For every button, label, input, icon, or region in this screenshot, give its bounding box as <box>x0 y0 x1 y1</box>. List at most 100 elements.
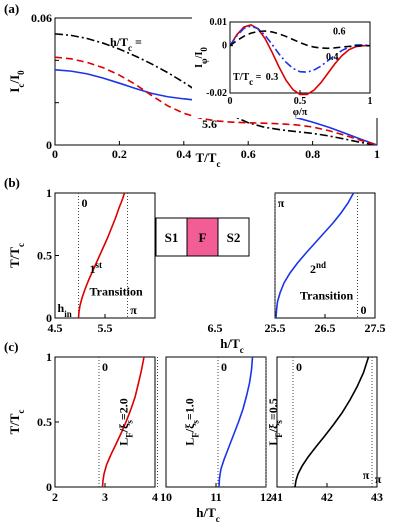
x-axis-label: h/Tc <box>196 505 220 524</box>
inset-series-line <box>229 23 370 96</box>
text-part: h <box>58 301 65 315</box>
text-part: T/T <box>7 413 22 434</box>
legend-title: h/Tc = <box>110 35 142 53</box>
text-part: c <box>249 77 253 87</box>
inset-series-line <box>229 25 371 73</box>
text-part: /I <box>7 75 22 85</box>
series-line <box>54 56 378 146</box>
vline-label: 0 <box>82 196 88 210</box>
x-tick-label: 42 <box>321 490 333 504</box>
text-part: F <box>191 432 201 438</box>
ratio-label: LF/ξs=0.5 <box>266 398 284 446</box>
x-tick-label: 26.5 <box>315 321 336 335</box>
y-tick-label: 1 <box>46 186 52 200</box>
vline-label: π <box>130 303 137 317</box>
text-part: = <box>132 35 142 49</box>
transition-annotation: Transition <box>90 285 143 299</box>
y-tick-label: 0 <box>46 311 52 325</box>
text-part: c <box>216 514 220 524</box>
y-axis-label: Ic/I0 <box>7 70 26 93</box>
text-part: L <box>266 438 280 446</box>
text-part: L <box>117 438 131 446</box>
x-tick-label: 0.4 <box>176 147 191 161</box>
text-part: /I <box>194 52 205 60</box>
inset-y-tick-label: -0.02 <box>206 88 227 99</box>
text-part: Transition <box>300 288 353 302</box>
panel-a: (a)00.20.40.60.8100.06T/TcIc/I05.15.35.6… <box>4 1 380 169</box>
inset-series-line <box>229 30 370 50</box>
text-part: nd <box>316 260 326 270</box>
text-part: c <box>16 410 26 414</box>
transition-line <box>275 192 355 319</box>
inset-series-label: 0.6 <box>333 26 346 37</box>
x-axis-label: h/Tc <box>220 336 244 355</box>
series-label: 5.6 <box>202 117 217 131</box>
transition-annotation: hin <box>58 301 72 319</box>
text-part: I <box>7 88 22 93</box>
junction-block <box>155 217 188 257</box>
inset-x-tick-label: 1 <box>368 96 373 107</box>
text-part: F <box>125 432 135 438</box>
y-axis-label: T/Tc <box>7 243 26 268</box>
x-tick-label: 27.5 <box>365 321 386 335</box>
text-part: h/T <box>110 35 128 49</box>
panel-c-label: (c) <box>4 339 18 354</box>
text-part: φ <box>199 58 209 64</box>
junction-label: S2 <box>227 230 241 245</box>
y-tick-label: 0.5 <box>37 249 52 263</box>
transition-line <box>101 356 145 488</box>
text-part: /ξ <box>183 423 197 433</box>
text-part: h/T <box>196 505 216 520</box>
ratio-label: LF/ξs=2.0 <box>117 398 135 446</box>
text-part: c <box>16 243 26 247</box>
text-part: T/T <box>7 247 22 268</box>
text-part: I <box>194 64 205 68</box>
vline-label: 0 <box>361 303 367 317</box>
x-tick-label: 0.6 <box>241 147 256 161</box>
text-part: c <box>16 84 26 88</box>
x-tick-label: 1 <box>374 147 380 161</box>
inset-x-axis-label: φ/π <box>293 107 308 118</box>
text-part: 0 <box>199 47 209 52</box>
text-part: = <box>253 72 262 83</box>
x-tick-label: 2 <box>52 490 58 504</box>
y-tick-label: 0.5 <box>37 415 52 429</box>
text-part: 0 <box>16 70 26 75</box>
inset-x-tick-label: 0.5 <box>294 96 307 107</box>
text-part: in <box>64 309 72 319</box>
inset-y-tick-label: 0.01 <box>210 17 228 28</box>
text-part: 2 <box>310 262 316 276</box>
text-part: Transition <box>90 285 143 299</box>
inset-background <box>192 17 378 118</box>
x-tick-label: 3 <box>102 490 108 504</box>
text-part: s <box>125 420 135 424</box>
x-tick-label: 0.2 <box>112 147 127 161</box>
x-tick-label: 4 <box>152 490 158 504</box>
pi-label: π <box>363 468 370 482</box>
x-tick-label: 5.5 <box>98 321 113 335</box>
transition-annotation: 1st <box>90 260 103 276</box>
x-tick-label: 0 <box>52 147 58 161</box>
text-part: c <box>128 43 132 53</box>
junction-block <box>217 217 250 257</box>
text-part: c <box>216 159 220 169</box>
text-part: /ξ <box>266 423 280 433</box>
text-part: F <box>274 432 284 438</box>
transition-line <box>77 192 126 319</box>
text-part: T/T <box>233 72 249 83</box>
y-axis-label: T/Tc <box>7 410 26 435</box>
y-tick-label: 1 <box>46 350 52 364</box>
x-tick-label: 10 <box>160 490 172 504</box>
junction-label: S1 <box>165 230 179 245</box>
text-part: st <box>96 260 103 270</box>
x-tick-label: 12 <box>260 490 272 504</box>
text-part: c <box>240 345 244 355</box>
transition-line <box>218 356 254 488</box>
text-part: T/T <box>196 150 217 165</box>
text-part: =1.0 <box>183 398 197 420</box>
segment-frame <box>54 192 156 319</box>
x-tick-label: 11 <box>210 490 221 504</box>
junction-block <box>186 217 219 257</box>
